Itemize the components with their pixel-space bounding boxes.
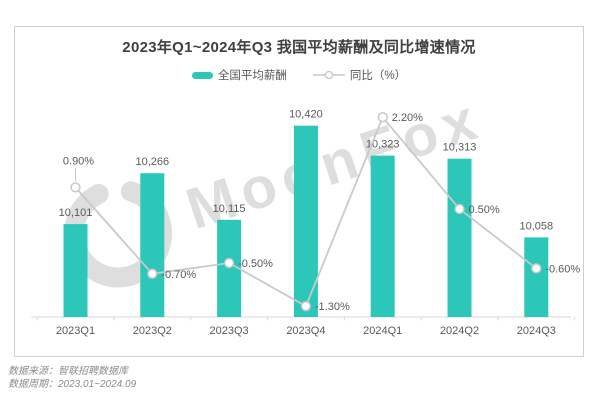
bar-series-label: 全国平均薪酬 <box>217 70 287 82</box>
bar-2023Q1 <box>63 224 88 317</box>
bar-value-label: 10,420 <box>289 109 323 121</box>
bar-value-label: 10,058 <box>519 220 553 232</box>
bar-value-label: 10,323 <box>366 139 400 151</box>
line-series-swatch-icon <box>312 70 345 80</box>
data-period: 数据周期：2023.01~2024.09 <box>8 378 137 390</box>
bar-value-label: 10,101 <box>59 207 93 219</box>
bar-2024Q1 <box>370 155 395 317</box>
line-marker <box>377 112 388 123</box>
bar-2023Q2 <box>140 173 165 317</box>
category-label: 2023Q3 <box>210 325 249 337</box>
yoy-value-label: 0.90% <box>63 155 94 167</box>
bar-2024Q3 <box>524 237 549 317</box>
line-marker <box>454 203 465 215</box>
yoy-value-label: -0.60% <box>545 263 580 275</box>
plot-area: 10,101 10,266 10,115 10,420 10,323 10,313 10,0… <box>31 109 580 337</box>
bar-2024Q2 <box>447 158 472 317</box>
yoy-value-label: -0.50% <box>238 258 273 270</box>
line-marker <box>531 263 542 274</box>
yoy-value-label: 0.50% <box>469 204 500 216</box>
yoy-value-label: -0.70% <box>161 269 196 281</box>
yoy-value-label: 2.20% <box>392 112 423 124</box>
bar-2023Q4 <box>293 125 318 317</box>
category-label: 2023Q4 <box>286 325 325 337</box>
chart-card: 2023年Q1~2024年Q3 我国平均薪酬及同比增速情况 全国平均薪酬 同比（… <box>14 26 584 357</box>
footer: 数据来源：智联招聘数据库 数据周期：2023.01~2024.09 <box>8 366 136 391</box>
yoy-value-label: -1.30% <box>315 301 350 313</box>
category-label: 2024Q1 <box>363 325 402 337</box>
legend: 全国平均薪酬 同比（%） <box>15 67 583 83</box>
line-marker <box>300 301 312 312</box>
bar-value-label: 10,115 <box>213 203 246 215</box>
line-marker <box>147 268 158 279</box>
bar-series-swatch-icon <box>191 71 213 79</box>
bar-value-label: 10,266 <box>135 156 169 168</box>
legend-item-salary: 全国平均薪酬 <box>191 67 287 83</box>
legend-item-yoy: 同比（%） <box>312 67 407 83</box>
category-label: 2023Q2 <box>133 325 172 337</box>
data-source: 数据来源：智联招聘数据库 <box>8 366 128 377</box>
chart-title: 2023年Q1~2024年Q3 我国平均薪酬及同比增速情况 <box>122 39 476 56</box>
bar-value-label: 10,313 <box>443 142 477 154</box>
category-label: 2024Q2 <box>440 325 479 337</box>
line-series-label: 同比（%） <box>349 70 407 82</box>
category-label: 2024Q3 <box>517 325 556 337</box>
category-label: 2023Q1 <box>56 325 95 337</box>
line-marker <box>70 182 81 193</box>
line-marker <box>223 257 235 269</box>
